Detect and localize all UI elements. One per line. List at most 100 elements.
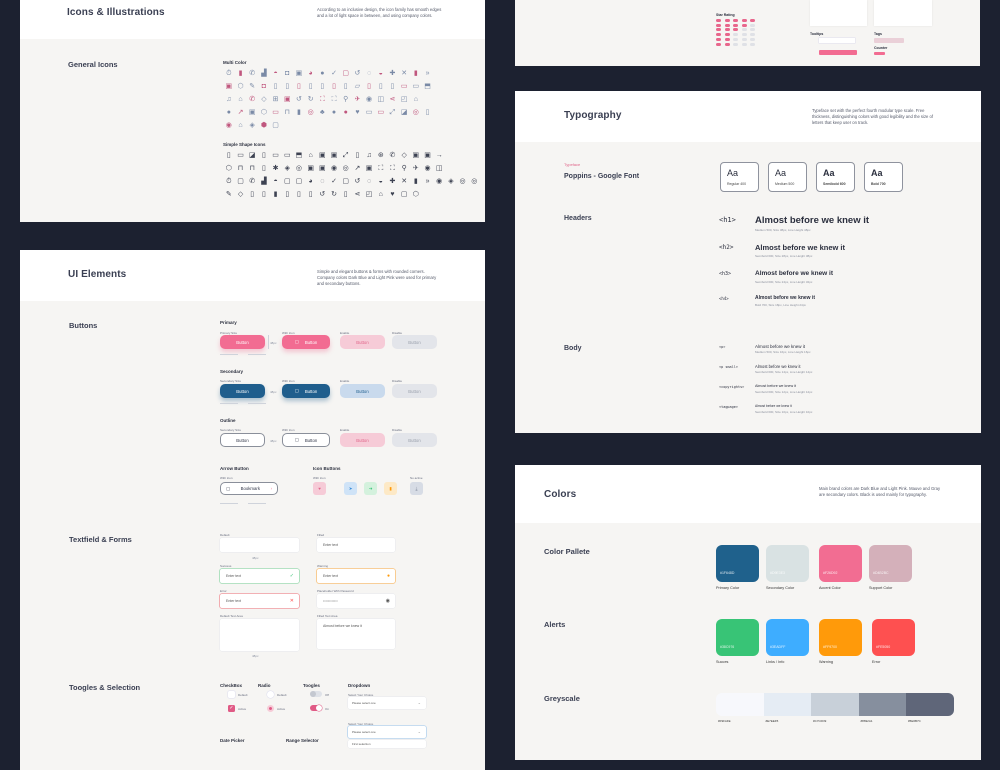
outline-icon-button[interactable]: ▢ Button xyxy=(282,433,330,447)
star-icon[interactable] xyxy=(733,33,738,37)
star-icon[interactable] xyxy=(733,19,738,22)
star-icon[interactable] xyxy=(733,23,738,27)
star-icon[interactable] xyxy=(724,42,730,46)
secondary-icon-button[interactable]: ▢ Button xyxy=(282,384,330,398)
color-swatch[interactable]: #1F648D xyxy=(716,545,759,582)
warning-text-field[interactable]: Enter text ● xyxy=(317,569,395,583)
hex-value: #D4B2BC xyxy=(873,571,889,575)
radio-default[interactable] xyxy=(267,691,274,698)
simple-shape-icon: ▯ xyxy=(285,191,290,198)
outline-enable-button[interactable]: Button xyxy=(340,433,385,447)
greyscale-swatch[interactable] xyxy=(906,693,954,716)
greyscale-swatch[interactable] xyxy=(716,693,764,716)
star-icon[interactable] xyxy=(716,28,721,32)
greyscale-swatch[interactable] xyxy=(811,693,859,716)
primary-button[interactable]: Button xyxy=(220,335,265,349)
enable-label: Enable xyxy=(340,331,350,335)
star-icon[interactable] xyxy=(741,28,747,32)
multi-color-icon: ⋖ xyxy=(389,96,396,103)
counter-chip[interactable] xyxy=(874,52,885,55)
send-icon-button[interactable]: ➤ xyxy=(344,482,357,495)
star-icon[interactable] xyxy=(733,28,738,32)
color-swatch[interactable]: #FF9700 xyxy=(819,619,862,656)
star-icon[interactable] xyxy=(716,42,721,46)
dropdown-select[interactable]: Please select one ⌄ xyxy=(348,697,426,709)
star-icon[interactable] xyxy=(750,42,755,46)
error-text-field[interactable]: Enter text ✕ xyxy=(220,594,299,608)
filled-text-field[interactable]: Enter text xyxy=(317,538,395,552)
star-icon[interactable] xyxy=(750,37,755,41)
font-weight-label: Medium 500 xyxy=(775,182,795,186)
star-icon[interactable] xyxy=(724,28,730,32)
color-swatch[interactable]: #D9E3E3 xyxy=(766,545,809,582)
color-swatch[interactable]: #FE5050 xyxy=(872,619,915,656)
star-icon[interactable] xyxy=(750,19,755,22)
star-icon[interactable] xyxy=(716,23,721,27)
star-icon[interactable] xyxy=(741,23,747,27)
star-icon[interactable] xyxy=(750,23,755,27)
checkbox-active[interactable]: ✓ xyxy=(228,705,235,712)
primary-enable-button[interactable]: Button xyxy=(340,335,385,349)
toggle-on[interactable] xyxy=(310,705,322,711)
success-text-field[interactable]: Enter text ✓ xyxy=(220,569,299,583)
simple-shape-icon: → xyxy=(435,152,443,159)
radio-active[interactable] xyxy=(267,705,274,712)
star-icon[interactable] xyxy=(733,37,738,41)
primary-icon-button[interactable]: ▢ Button xyxy=(282,335,330,349)
star-icon[interactable] xyxy=(750,28,755,32)
default-text-area[interactable] xyxy=(220,619,299,651)
color-name: Accent Color xyxy=(819,586,841,590)
simple-shape-icon: ▭ xyxy=(283,152,291,159)
star-icon[interactable] xyxy=(741,42,747,46)
star-icon[interactable] xyxy=(741,33,747,37)
star-icon[interactable] xyxy=(733,42,738,46)
star-icon[interactable] xyxy=(724,33,730,37)
forward-icon-button[interactable]: ➜ xyxy=(364,482,377,495)
dropdown-select-open[interactable]: Please select one ⌄ xyxy=(348,726,426,738)
header-tag: <h1> xyxy=(719,216,736,224)
multi-color-icon: ▭ xyxy=(272,109,279,116)
dimension-line xyxy=(248,403,266,404)
checkbox-default[interactable] xyxy=(228,691,235,698)
dimension-line xyxy=(268,335,269,349)
bookmark-arrow-button[interactable]: ▢ Bookmark › xyxy=(220,482,278,495)
color-swatch[interactable]: #D4B2BC xyxy=(869,545,912,582)
greyscale-swatch[interactable] xyxy=(763,693,812,716)
with-icon-label: With Icon xyxy=(220,476,233,480)
dimension-label: 48px xyxy=(270,390,277,394)
color-swatch[interactable]: #3EADFF xyxy=(766,619,809,656)
star-icon[interactable] xyxy=(716,19,721,22)
password-field[interactable]: •••••••••••• ◉ xyxy=(317,594,395,608)
star-icon[interactable] xyxy=(724,23,730,27)
panel-title: Icons & Illustrations xyxy=(67,7,165,18)
secondary-button[interactable]: Button xyxy=(220,384,265,398)
color-swatch[interactable]: #F26D92 xyxy=(819,545,862,582)
tag-chip[interactable] xyxy=(874,38,904,43)
arrow-button-label: Arrow Button xyxy=(220,466,249,471)
star-icon[interactable] xyxy=(716,37,721,41)
tooltip-pink-button[interactable] xyxy=(819,50,857,55)
star-icon[interactable] xyxy=(741,37,747,41)
secondary-enable-button[interactable]: Button xyxy=(340,384,385,398)
dimension-line xyxy=(220,403,238,404)
simple-shape-icon: ◈ xyxy=(284,165,290,172)
icons-illustrations-panel: Icons & Illustrations According to an in… xyxy=(20,0,485,222)
greyscale-swatch[interactable] xyxy=(858,693,907,716)
color-swatch[interactable]: #38C976 xyxy=(716,619,759,656)
star-icon[interactable] xyxy=(741,19,747,22)
dropdown-option[interactable]: First selection xyxy=(348,740,426,748)
checkbox-label: CheckBox xyxy=(220,683,243,688)
filled-text-area[interactable]: Almost before we knew it xyxy=(317,619,395,649)
star-icon[interactable] xyxy=(724,37,730,41)
heart-icon-button[interactable]: ♥ xyxy=(313,482,326,495)
star-icon[interactable] xyxy=(724,19,730,22)
toggle-off[interactable] xyxy=(310,691,322,697)
body-sample: Almost before we knew it xyxy=(755,384,796,388)
star-icon[interactable] xyxy=(716,33,721,37)
panel-description: Main brand colors are Dark Blue and Ligh… xyxy=(819,486,941,497)
document-icon-button[interactable]: ▮ xyxy=(384,482,397,495)
multi-color-icon: ⬒ xyxy=(424,83,431,90)
star-icon[interactable] xyxy=(750,33,755,37)
default-text-field[interactable] xyxy=(220,538,299,552)
outline-button[interactable]: Button xyxy=(220,433,265,447)
